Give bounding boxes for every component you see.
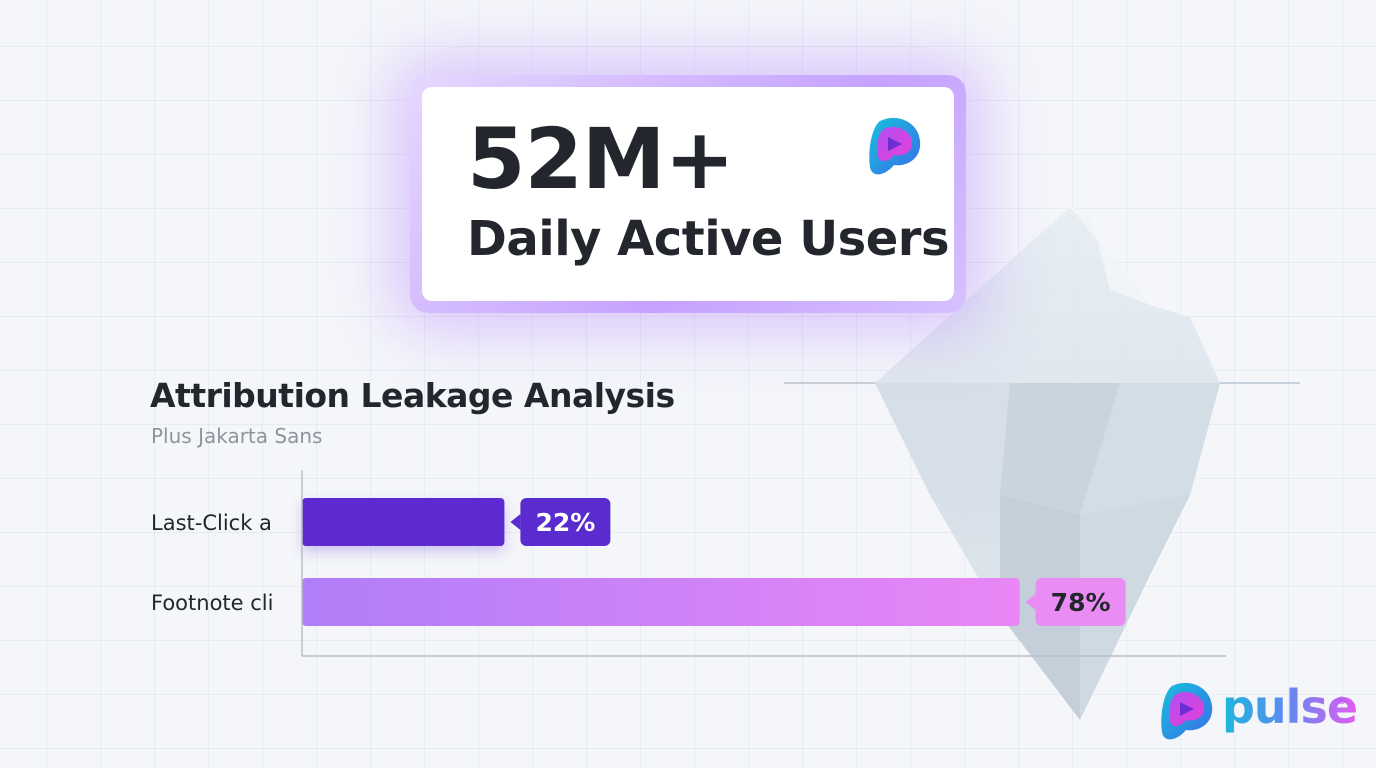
value-label-box (1035, 578, 1126, 626)
iceberg-illustration (784, 207, 1300, 720)
pulse-logo-icon (869, 117, 921, 175)
brand-wordmark: pulse (1222, 680, 1358, 734)
stat-card: 52M+ Daily Active Users (410, 75, 966, 313)
chart-title: Attribution Leakage Analysis (150, 376, 675, 415)
bar (302, 578, 1020, 626)
bar (302, 498, 505, 546)
value-label: 22% (535, 508, 595, 537)
value-label-pointer (510, 514, 521, 530)
category-label: Last-Click a (151, 511, 272, 535)
pulse-logo-icon (1161, 682, 1213, 740)
chart-subtitle: Plus Jakarta Sans (151, 424, 323, 448)
registered-mark: ® (1336, 694, 1347, 707)
brand-logo: pulse ® (1158, 680, 1358, 750)
stat-label: Daily Active Users (467, 211, 950, 267)
value-label: 78% (1051, 588, 1111, 617)
value-label-pointer (1025, 594, 1036, 610)
stat-value: 52M+ (467, 110, 735, 208)
bar-chart: Last-Click a 22% Footnote cli 78% (151, 470, 1226, 657)
stat-card-inner: 52M+ Daily Active Users (422, 87, 954, 301)
category-label: Footnote cli (151, 591, 273, 615)
value-label-box (520, 498, 611, 546)
